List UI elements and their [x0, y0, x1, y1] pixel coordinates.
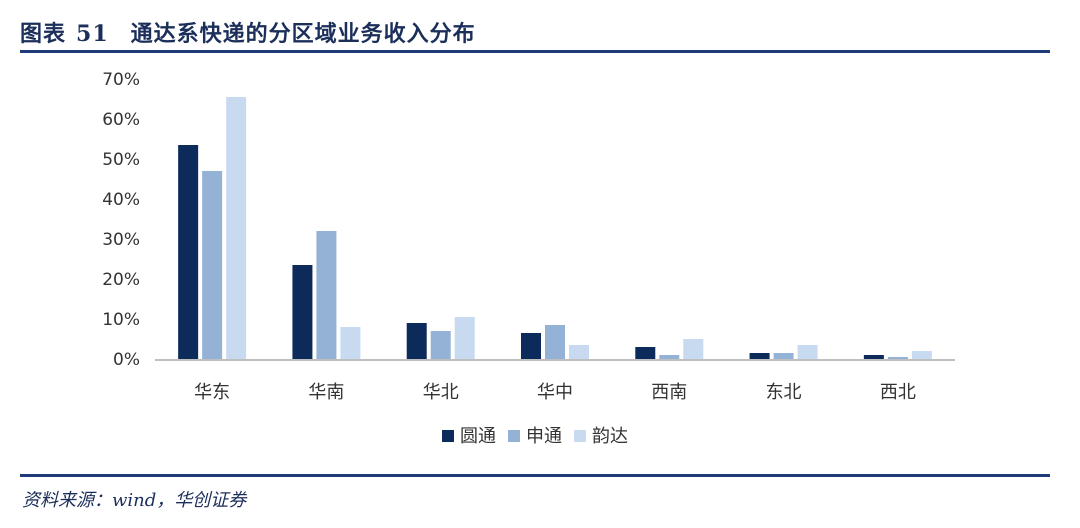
bar-圆通-西北 — [863, 355, 884, 359]
bar-韵达-华中 — [569, 345, 589, 359]
legend-swatch-申通 — [508, 430, 520, 442]
figure-number: 51 — [76, 21, 109, 47]
x-category-label: 西南 — [651, 382, 687, 403]
bar-圆通-华南 — [292, 265, 313, 359]
x-category-label: 东北 — [766, 382, 802, 403]
y-tick-label: 0% — [113, 350, 140, 370]
y-tick-label: 60% — [102, 110, 140, 130]
chart-title: 图表 51 通达系快递的分区域业务收入分布 — [20, 16, 476, 48]
bar-圆通-东北 — [749, 353, 770, 359]
bar-韵达-西北 — [911, 351, 932, 359]
x-category-label: 华东 — [194, 382, 230, 403]
legend-label-韵达: 韵达 — [592, 426, 628, 447]
legend-swatch-韵达 — [574, 430, 586, 442]
bar-圆通-华北 — [406, 323, 427, 359]
legend-label-申通: 申通 — [526, 426, 562, 447]
legend-swatch-圆通 — [442, 430, 454, 442]
bar-申通-东北 — [773, 353, 794, 359]
bar-申通-华东 — [202, 171, 223, 359]
bar-圆通-华东 — [178, 145, 199, 359]
bar-韵达-西南 — [683, 339, 704, 359]
bar-圆通-华中 — [521, 333, 541, 359]
bar-申通-西南 — [659, 355, 680, 359]
y-tick-label: 70% — [102, 70, 140, 90]
y-tick-label: 40% — [102, 190, 140, 210]
figure-title-text: 通达系快递的分区域业务收入分布 — [130, 21, 476, 47]
y-tick-label: 10% — [102, 310, 140, 330]
bar-韵达-华北 — [454, 317, 475, 359]
legend-label-圆通: 圆通 — [460, 426, 496, 447]
x-category-label: 西北 — [880, 382, 916, 403]
figure-label: 图表 — [20, 21, 67, 47]
x-category-label: 华中 — [537, 382, 573, 403]
bar-申通-华北 — [430, 331, 451, 359]
x-category-label: 华北 — [423, 382, 459, 403]
bar-韵达-华南 — [340, 327, 361, 359]
bar-韵达-华东 — [226, 97, 247, 359]
bottom-rule — [20, 474, 1050, 477]
bar-申通-西北 — [887, 357, 908, 359]
bar-圆通-西南 — [635, 347, 656, 359]
bar-申通-华南 — [316, 231, 337, 359]
bar-申通-华中 — [545, 325, 565, 359]
bar-韵达-东北 — [797, 345, 818, 359]
top-rule — [20, 50, 1050, 53]
source-note: 资料来源：wind，华创证券 — [22, 490, 247, 511]
x-category-label: 华南 — [308, 382, 344, 403]
y-tick-label: 30% — [102, 230, 140, 250]
y-tick-label: 50% — [102, 150, 140, 170]
y-tick-label: 20% — [102, 270, 140, 290]
